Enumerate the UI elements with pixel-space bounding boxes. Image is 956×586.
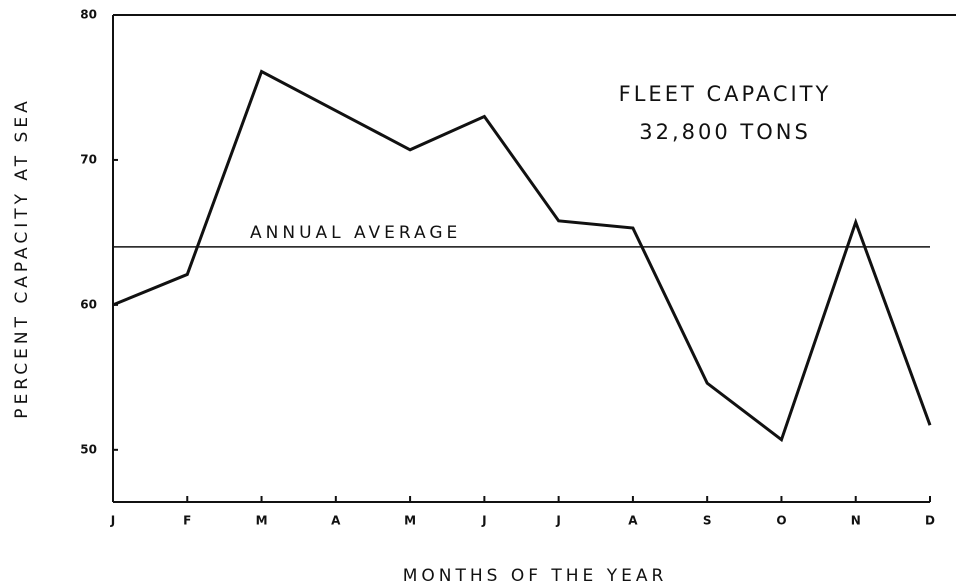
y-tick-label: 80	[80, 8, 97, 22]
x-tick-label: N	[851, 514, 861, 528]
y-tick-label: 60	[80, 297, 97, 311]
x-tick-label: A	[628, 514, 638, 528]
x-tick-label: J	[110, 514, 115, 528]
x-tick-label: M	[404, 514, 416, 528]
x-tick-label: M	[256, 514, 268, 528]
annotation: 32,800 TONS	[639, 120, 811, 144]
y-tick-label: 70	[80, 152, 97, 166]
x-axis-label: MONTHS OF THE YEAR	[403, 566, 668, 586]
x-tick-label: J	[555, 514, 560, 528]
x-tick-label: J	[481, 514, 486, 528]
annotation: FLEET CAPACITY	[619, 82, 832, 106]
x-tick-label: F	[183, 514, 191, 528]
data-line	[112, 69, 932, 443]
x-tick-label: S	[703, 514, 712, 528]
y-axis-label: PERCENT CAPACITY AT SEA	[12, 97, 32, 418]
average-label: ANNUAL AVERAGE	[250, 223, 461, 243]
x-tick-label: O	[776, 514, 786, 528]
x-tick-label: D	[925, 514, 935, 528]
y-tick-label: 50	[80, 442, 97, 456]
x-tick-label: A	[331, 514, 341, 528]
